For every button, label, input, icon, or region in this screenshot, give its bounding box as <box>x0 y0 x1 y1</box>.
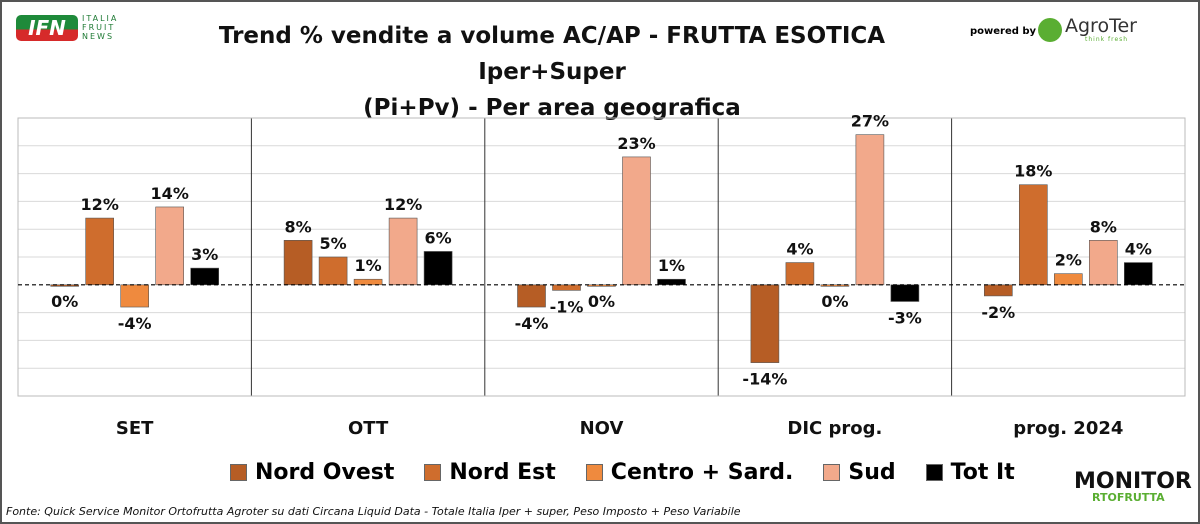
source-note: Fonte: Quick Service Monitor Ortofrutta … <box>6 505 741 518</box>
agroter-name: AgroTer <box>1065 15 1137 37</box>
data-label: 5% <box>320 234 347 253</box>
plot-area <box>17 117 1186 397</box>
data-label: 0% <box>588 292 615 311</box>
category-label: SET <box>116 418 154 439</box>
bar-tot-it <box>423 251 453 286</box>
bar-tot-it <box>1124 262 1153 286</box>
legend-item: Tot It <box>925 460 1015 485</box>
legend-item: Nord Ovest <box>230 460 394 485</box>
legend-item: Nord Est <box>424 460 556 485</box>
data-label: 2% <box>1055 251 1082 270</box>
legend-label: Tot It <box>950 460 1015 485</box>
data-label: 27% <box>851 112 889 131</box>
bar-sud <box>855 134 885 286</box>
bar-nord-est <box>552 284 581 291</box>
title-line-2: (Pi+Pv) - Per area geografica <box>363 95 741 121</box>
data-label: 12% <box>384 195 422 214</box>
data-label: 1% <box>355 256 382 275</box>
legend-swatch <box>585 464 603 481</box>
data-label: 0% <box>51 292 78 311</box>
bar-nord-est <box>785 262 815 286</box>
category-label: prog. 2024 <box>1013 418 1123 439</box>
bar-centro-sard- <box>353 278 383 286</box>
bar-nord-est <box>85 217 114 286</box>
ifn-word: ITALIA <box>82 14 119 23</box>
bar-nord-ovest <box>750 284 780 363</box>
legend-item: Centro + Sard. <box>585 460 794 485</box>
category-label: NOV <box>580 418 624 439</box>
bar-centro-sard- <box>820 284 850 287</box>
bar-sud <box>622 156 651 286</box>
bar-nord-ovest <box>517 284 546 308</box>
legend-label: Centro + Sard. <box>610 460 794 485</box>
agroter-logo: AgroTer think fresh <box>1038 16 1137 43</box>
powered-by-label: powered by <box>970 26 1037 37</box>
data-label: -3% <box>888 308 922 327</box>
bar-sud <box>1089 240 1118 286</box>
agroter-tagline: think fresh <box>1085 36 1129 43</box>
bar-nord-est <box>318 256 348 286</box>
ifn-logo-mark: IFN <box>16 14 78 41</box>
bar-tot-it <box>190 267 219 286</box>
data-label: -4% <box>118 314 152 333</box>
legend-label: Nord Ovest <box>255 460 395 485</box>
data-label: 3% <box>191 245 218 264</box>
ifn-word: NEWS <box>82 32 115 41</box>
legend-swatch <box>424 464 442 481</box>
legend: Nord Ovest Nord Est Centro + Sard. Sud Tot I… <box>230 460 1015 485</box>
bar-sud <box>388 217 418 286</box>
data-label: -2% <box>981 303 1015 322</box>
data-label: 18% <box>1014 162 1052 181</box>
data-label: 8% <box>285 217 312 236</box>
ifn-logo-words: ITALIA FRUIT NEWS <box>82 14 118 41</box>
data-label: 23% <box>617 134 655 153</box>
data-label: 14% <box>151 184 189 203</box>
ifn-logo: IFN ITALIA FRUIT NEWS <box>16 14 118 41</box>
legend-item: Sud <box>823 460 896 485</box>
bar-nord-ovest <box>283 240 313 286</box>
bar-nord-est <box>1018 184 1048 286</box>
title-line-1: Trend % vendite a volume AC/AP - FRUTTA … <box>218 23 886 85</box>
bar-tot-it <box>657 278 686 286</box>
tree-icon <box>1038 17 1062 42</box>
legend-swatch <box>925 464 943 481</box>
bar-nord-ovest <box>983 284 1013 297</box>
legend-swatch <box>230 464 247 481</box>
data-label: -4% <box>515 314 549 333</box>
data-label: 1% <box>658 256 685 275</box>
monitor-logo-text: MONITOR <box>1074 469 1192 494</box>
bar-nord-ovest <box>50 284 80 287</box>
data-label: -1% <box>550 297 584 316</box>
chart-title: Trend % vendite a volume AC/AP - FRUTTA … <box>152 18 952 126</box>
data-label: 4% <box>786 240 813 259</box>
category-label: DIC prog. <box>787 418 882 439</box>
legend-label: Nord Est <box>449 460 556 485</box>
bar-centro-sard- <box>120 284 149 308</box>
monitor-ortofrutta-logo: MONITOR RTOFRUTTA <box>1074 469 1192 504</box>
monitor-logo-sub: RTOFRUTTA <box>1092 491 1165 504</box>
legend-label: Sud <box>848 460 896 485</box>
data-label: 12% <box>81 195 119 214</box>
bar-sud <box>155 206 184 286</box>
data-label: 6% <box>425 228 452 247</box>
ifn-word: FRUIT <box>82 23 116 32</box>
data-label: 8% <box>1090 217 1117 236</box>
legend-swatch <box>823 464 841 481</box>
data-label: 4% <box>1125 240 1152 259</box>
category-label: OTT <box>348 418 389 439</box>
data-label: 0% <box>821 292 848 311</box>
data-label: -14% <box>742 370 787 389</box>
bar-tot-it <box>890 284 920 302</box>
bar-centro-sard- <box>1054 273 1083 286</box>
